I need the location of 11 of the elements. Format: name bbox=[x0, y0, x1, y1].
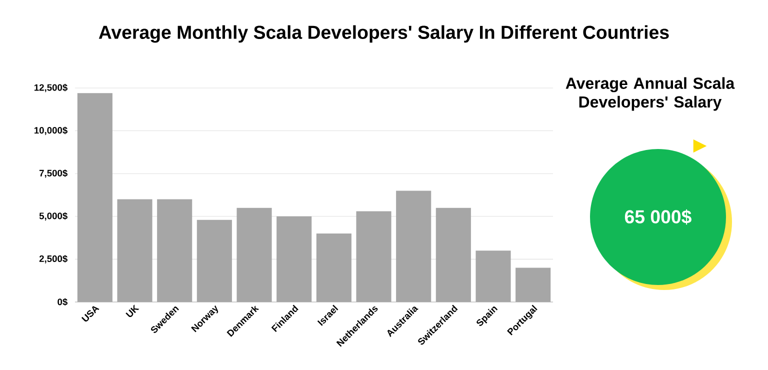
y-tick-label: 2,500$ bbox=[39, 255, 68, 264]
y-tick-label: 7,500$ bbox=[39, 169, 68, 178]
x-tick-label: UK bbox=[126, 304, 140, 318]
x-tick-label: USA bbox=[81, 306, 100, 322]
text: Average Annual Scala Developers' Salary bbox=[566, 77, 735, 111]
y-tick-label: 5,000$ bbox=[39, 212, 68, 221]
text: 65 000$ bbox=[624, 209, 692, 225]
y-tick-label: 10,000$ bbox=[34, 126, 68, 135]
y-tick-label: 12,500$ bbox=[34, 84, 68, 92]
chart-title: Average Monthly Scala Developers' Salary In Different Countries bbox=[98, 25, 669, 43]
y-tick-label: 0$ bbox=[58, 298, 68, 306]
